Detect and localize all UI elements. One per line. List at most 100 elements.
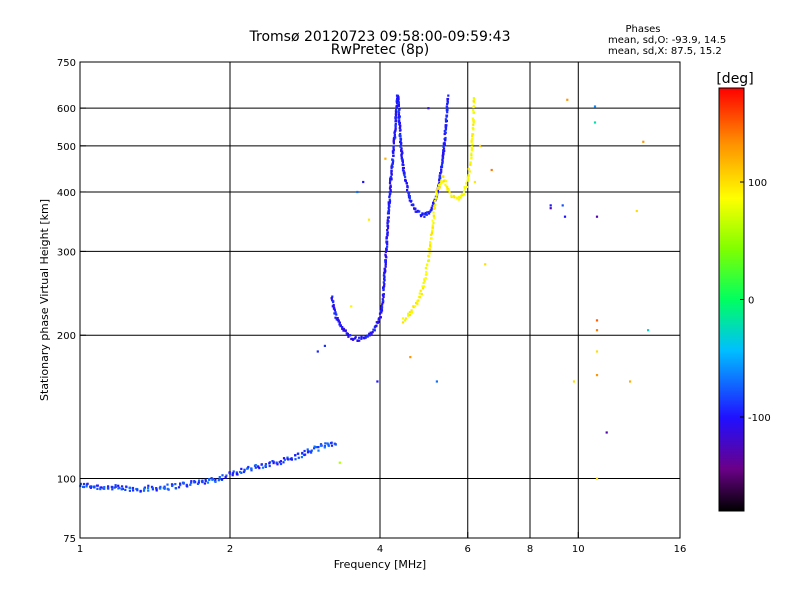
echo-point — [376, 321, 379, 324]
echo-point — [392, 145, 395, 148]
echo-point — [107, 487, 110, 490]
colorbar-label: [deg] — [716, 71, 753, 87]
echo-point — [400, 142, 403, 145]
echo-point — [323, 344, 326, 347]
echo-point — [446, 99, 449, 102]
echo-point — [398, 126, 401, 130]
echo-point — [386, 227, 390, 230]
echo-point — [331, 295, 334, 298]
echo-point — [389, 175, 392, 179]
echo-point — [232, 470, 235, 473]
echo-point — [258, 467, 261, 470]
y-tick-label: 200 — [57, 331, 76, 342]
echo-point — [442, 147, 446, 150]
echo-point — [471, 143, 474, 146]
echo-point — [392, 142, 395, 145]
echo-point — [446, 186, 449, 189]
echo-point — [276, 463, 279, 466]
echo-point — [434, 200, 437, 203]
echo-point — [465, 182, 468, 185]
echo-point — [384, 264, 387, 267]
echo-point — [399, 138, 402, 141]
echo-point — [406, 186, 409, 189]
echo-point — [174, 487, 178, 490]
echo-point — [179, 484, 182, 487]
echo-point — [371, 331, 374, 334]
echo-point — [463, 186, 466, 189]
echo-point — [111, 488, 114, 491]
echo-point — [392, 140, 395, 143]
echo-point — [593, 105, 597, 108]
echo-point — [217, 479, 220, 482]
grid-lines — [80, 62, 680, 538]
echo-point — [472, 119, 475, 122]
echo-point — [303, 449, 306, 453]
echo-point — [136, 489, 139, 492]
echo-point — [407, 312, 410, 315]
echo-point — [431, 229, 434, 232]
echo-point — [333, 309, 336, 312]
echo-point — [268, 464, 271, 468]
echo-point — [189, 483, 192, 486]
echo-point — [243, 468, 246, 471]
echo-point — [386, 219, 389, 222]
echo-point — [398, 122, 401, 125]
echo-point — [444, 138, 447, 141]
echo-point — [382, 295, 385, 299]
echo-point — [100, 486, 103, 489]
echo-point — [397, 96, 400, 99]
echo-point — [221, 478, 224, 481]
echo-point — [445, 114, 449, 117]
echo-point — [461, 193, 464, 196]
echo-point — [373, 329, 376, 332]
echo-point — [629, 380, 632, 383]
echo-point — [131, 486, 135, 490]
echo-point — [319, 444, 323, 447]
echo-point — [424, 213, 427, 216]
echo-point — [446, 108, 449, 111]
echo-point — [96, 487, 99, 490]
echo-point — [445, 119, 448, 123]
echo-point — [421, 285, 424, 288]
echo-point — [166, 487, 169, 490]
echo-point — [368, 332, 371, 335]
echo-point — [400, 148, 403, 151]
echo-point — [467, 174, 470, 177]
echo-point — [433, 203, 436, 206]
echo-point — [440, 168, 443, 171]
echo-point — [425, 271, 428, 274]
echo-point — [224, 476, 227, 479]
echo-point — [326, 442, 329, 445]
echo-point — [445, 105, 449, 108]
x-tick-label: 10 — [572, 544, 585, 555]
echo-point — [392, 151, 395, 154]
echo-point — [166, 483, 169, 486]
echo-point — [394, 126, 397, 129]
echo-point — [467, 168, 470, 171]
echo-point — [426, 211, 429, 214]
echo-point — [185, 483, 188, 486]
echo-point — [272, 462, 275, 465]
echo-point — [155, 487, 158, 490]
echo-point — [186, 485, 189, 488]
echo-point — [407, 314, 410, 317]
echo-point — [394, 116, 397, 119]
echo-point — [383, 274, 386, 277]
echo-point — [399, 135, 402, 138]
echo-point — [441, 158, 444, 162]
echo-point — [125, 485, 128, 488]
echo-point — [294, 454, 297, 457]
echo-point — [442, 175, 445, 178]
phases-x-stats: mean, sd,X: 87.5, 15.2 — [608, 46, 722, 57]
echo-point — [446, 111, 449, 114]
echo-point — [204, 478, 207, 481]
echo-point — [408, 196, 411, 200]
echo-point — [388, 198, 391, 201]
echo-point — [434, 197, 438, 200]
y-tick-label: 75 — [63, 534, 76, 545]
echo-point — [442, 144, 445, 147]
echo-point — [433, 207, 436, 210]
echo-point — [332, 307, 335, 310]
echo-point — [432, 211, 435, 214]
x-tick-label: 8 — [527, 544, 533, 555]
